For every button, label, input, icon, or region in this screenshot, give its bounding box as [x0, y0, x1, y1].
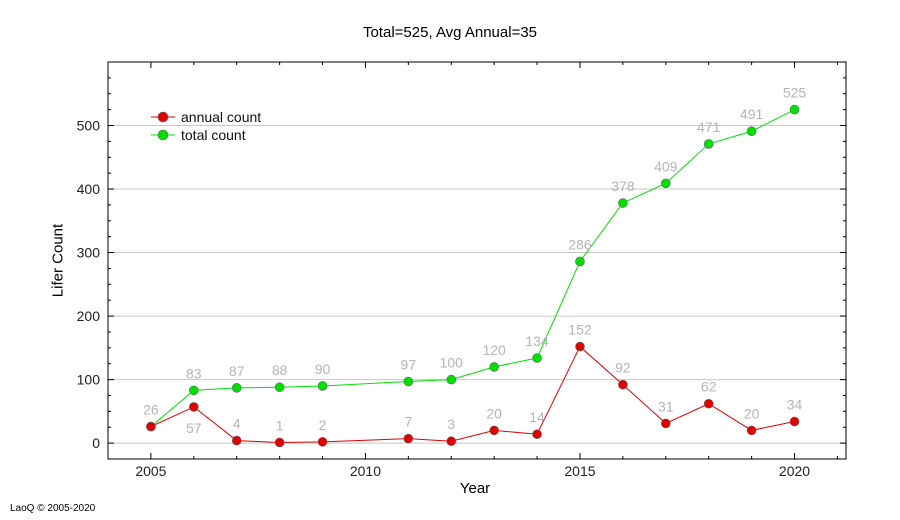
data-point [703, 398, 714, 409]
x-tick-label: 2010 [350, 463, 381, 479]
data-label: 525 [783, 85, 807, 101]
x-axis-label: Year [459, 480, 491, 497]
data-label: 26 [143, 402, 159, 418]
data-point [789, 416, 800, 427]
data-point [618, 198, 628, 208]
data-label: 90 [315, 361, 331, 377]
data-point [274, 437, 285, 448]
data-point [489, 425, 499, 436]
data-label: 92 [615, 360, 631, 376]
data-label: 2 [319, 417, 327, 433]
data-label: 34 [787, 397, 803, 413]
data-point [660, 418, 671, 429]
data-label: 62 [701, 379, 717, 395]
legend-marker [157, 129, 169, 141]
data-label: 120 [482, 342, 506, 358]
legend-label: annual count [181, 109, 261, 125]
data-point [189, 385, 199, 396]
data-point [231, 435, 242, 446]
data-label: 57 [186, 420, 202, 436]
data-label: 471 [697, 119, 721, 135]
data-point [317, 437, 328, 447]
data-label: 20 [744, 405, 760, 421]
data-label: 409 [654, 158, 678, 174]
data-label: 378 [611, 178, 635, 194]
data-point [446, 436, 457, 447]
data-label: 97 [401, 357, 417, 373]
series-line [150, 109, 795, 427]
data-point [274, 382, 285, 393]
y-tick-label: 100 [77, 372, 101, 388]
data-label: 152 [568, 322, 592, 338]
data-label: 1 [276, 417, 284, 433]
data-point [403, 376, 414, 387]
series-line [150, 345, 795, 443]
y-tick-label: 200 [77, 308, 101, 324]
data-label: 100 [440, 355, 464, 371]
data-point [532, 429, 542, 440]
x-tick-label: 2015 [564, 463, 595, 479]
data-label: 20 [486, 405, 502, 421]
x-tick-label: 2020 [779, 463, 810, 479]
data-point [789, 104, 800, 115]
data-label: 3 [447, 416, 455, 432]
data-point [189, 402, 199, 412]
plot-frame [107, 61, 847, 460]
data-point [575, 256, 585, 267]
data-point [489, 362, 499, 372]
data-point [703, 139, 714, 149]
data-point [146, 421, 156, 432]
y-tick-label: 400 [77, 181, 101, 197]
data-point [403, 433, 414, 444]
legend-marker [157, 111, 169, 123]
data-label: 491 [740, 106, 764, 122]
legend-label: total count [181, 127, 246, 143]
data-point [746, 126, 757, 137]
data-point [317, 381, 328, 391]
copyright-credit: LaoQ © 2005-2020 [10, 503, 96, 514]
data-point [446, 374, 457, 385]
data-label: 83 [186, 365, 202, 381]
y-tick-label: 500 [77, 118, 101, 134]
data-label: 31 [658, 398, 674, 414]
data-label: 4 [233, 416, 241, 432]
data-point [660, 178, 671, 189]
x-tick-label: 2005 [135, 463, 166, 479]
y-axis-label: Lifer Count [49, 223, 67, 298]
y-tick-label: 300 [77, 245, 101, 261]
data-label: 286 [568, 236, 592, 252]
data-label: 134 [525, 333, 549, 349]
data-point [618, 379, 628, 390]
data-point [231, 383, 242, 393]
data-point [746, 425, 757, 436]
data-point [532, 353, 542, 363]
y-tick-label: 0 [92, 435, 100, 451]
data-label: 14 [529, 409, 545, 425]
chart-title: Total=525, Avg Annual=35 [362, 24, 538, 41]
data-label: 87 [229, 363, 245, 379]
data-label: 88 [272, 362, 288, 378]
data-label: 7 [404, 414, 412, 430]
data-point [575, 341, 585, 352]
